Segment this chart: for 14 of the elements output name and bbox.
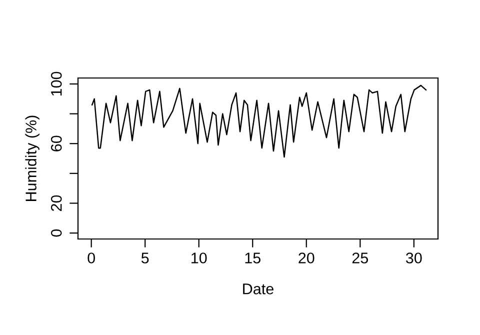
y-tick-label: 20 bbox=[50, 195, 62, 211]
x-tick-label: 20 bbox=[298, 252, 314, 264]
x-tick-label: 30 bbox=[406, 252, 422, 264]
x-tick-label: 0 bbox=[88, 252, 95, 264]
x-tick-label: 10 bbox=[192, 252, 207, 264]
x-axis-title: Date bbox=[243, 284, 274, 294]
x-tick-label: 15 bbox=[245, 252, 260, 264]
y-tick-label: 100 bbox=[50, 72, 62, 96]
x-tick-label: 5 bbox=[141, 252, 149, 264]
x-tick-label: 25 bbox=[352, 252, 368, 264]
y-tick-label: 0 bbox=[50, 229, 62, 237]
y-tick-label: 60 bbox=[50, 136, 62, 152]
line-series bbox=[91, 84, 427, 158]
y-axis-title: Humidity (%) bbox=[25, 116, 40, 201]
